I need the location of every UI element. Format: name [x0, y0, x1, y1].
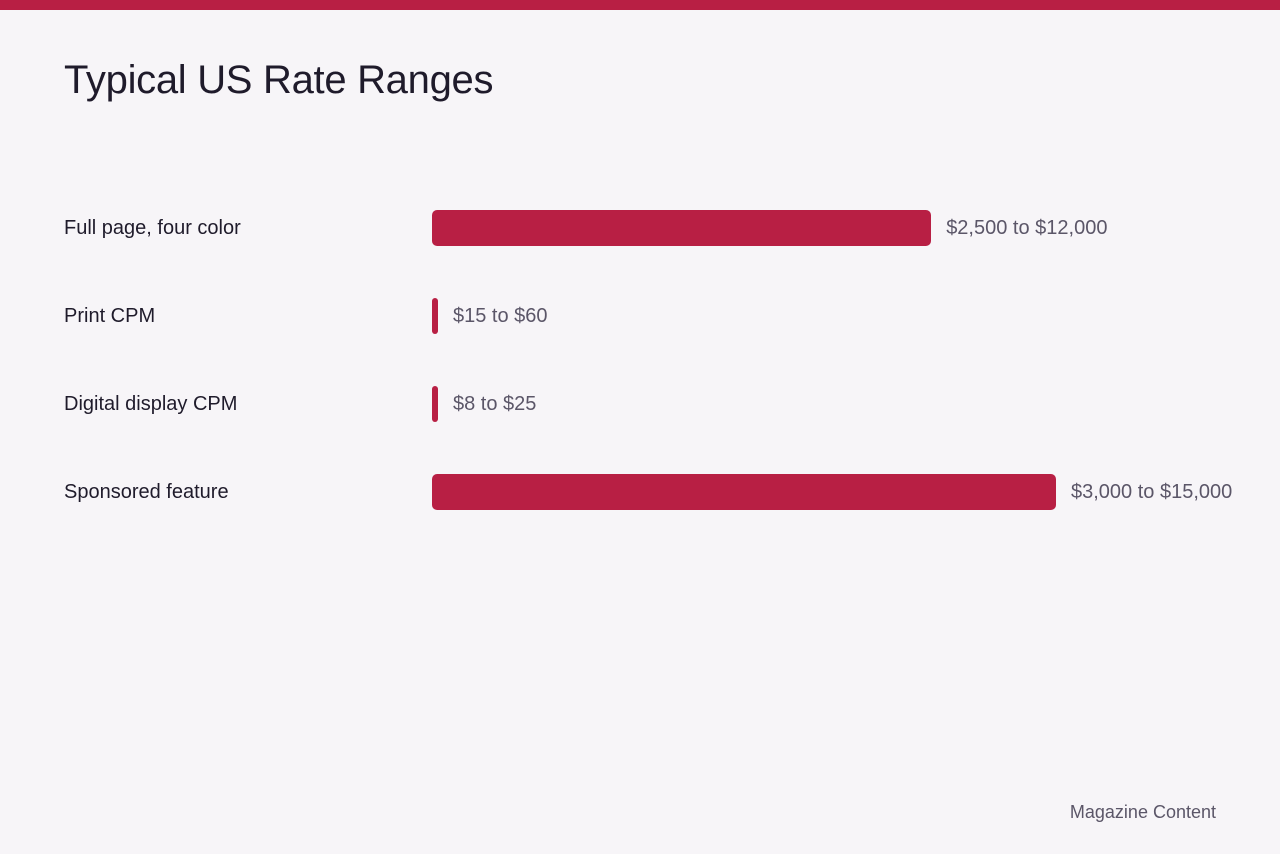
bar-row: Print CPM $15 to $60	[0, 298, 1280, 334]
bar-row: Sponsored feature $3,000 to $15,000	[0, 474, 1280, 510]
bar	[432, 386, 438, 422]
bar	[432, 210, 932, 246]
bar	[432, 298, 438, 334]
category-label: Digital display CPM	[64, 393, 238, 415]
chart-title: Typical US Rate Ranges	[64, 58, 494, 102]
bar	[432, 474, 1056, 510]
top-accent-bar	[0, 0, 1280, 10]
category-label: Sponsored feature	[64, 481, 229, 503]
category-label: Print CPM	[64, 305, 156, 327]
value-label: $3,000 to $15,000	[1071, 481, 1233, 503]
bar-row: Full page, four color $2,500 to $12,000	[0, 210, 1280, 246]
source-credit: Magazine Content	[1069, 802, 1216, 822]
bar-row: Digital display CPM $8 to $25	[0, 386, 1280, 422]
value-label: $15 to $60	[453, 305, 548, 327]
category-label: Full page, four color	[64, 217, 241, 239]
value-label: $8 to $25	[453, 393, 537, 415]
value-label: $2,500 to $12,000	[946, 217, 1108, 239]
